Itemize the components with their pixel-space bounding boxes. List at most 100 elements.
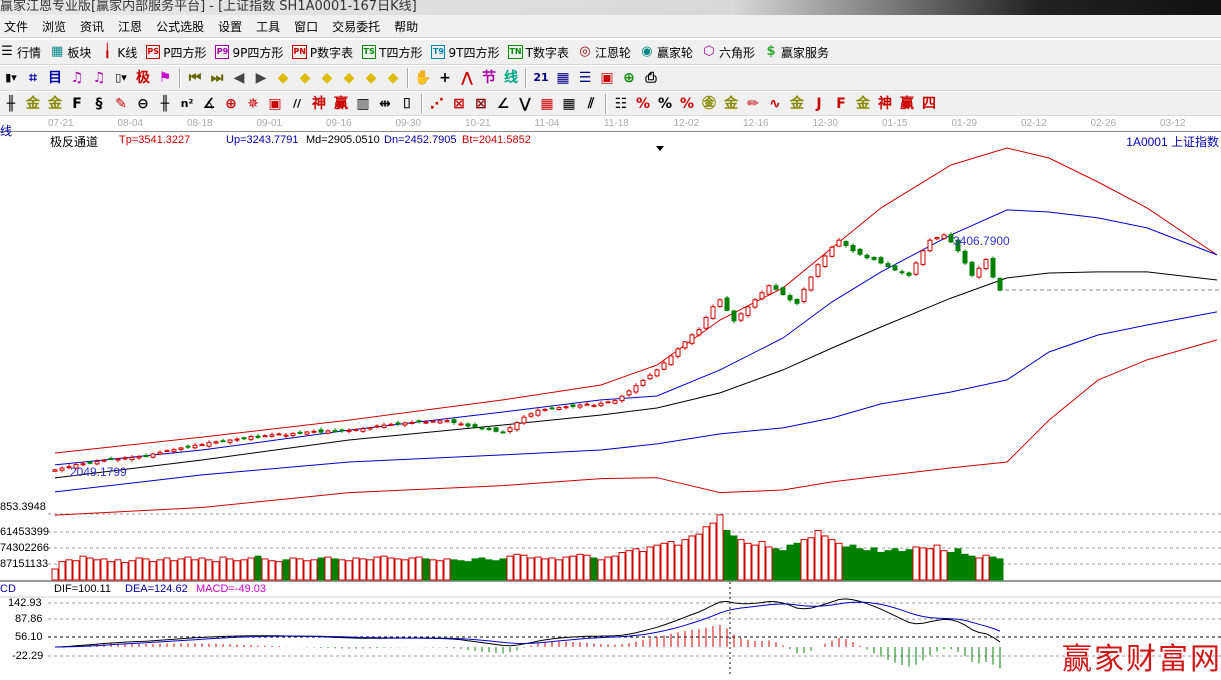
toolbar-button[interactable]: ╽ K线 (100, 44, 137, 61)
box-icon[interactable]: ▣ (268, 95, 282, 112)
toolbar-button[interactable]: PN P数字表 (292, 44, 353, 61)
gold-a-icon[interactable]: 金 (26, 95, 40, 112)
hand-icon[interactable]: ✋ (414, 70, 432, 86)
first-icon[interactable]: ⏮ (188, 70, 202, 86)
gann-box-icon[interactable]: ⊠ (453, 95, 465, 112)
chart-area[interactable]: 线 极反通道 Tp=3541.3227 Up=3243.7791 Md=2905… (0, 124, 1221, 677)
menu-item[interactable]: 窗口 (294, 19, 319, 34)
save-icon[interactable]: ▣ (600, 70, 614, 86)
menu-item[interactable]: 设置 (218, 19, 243, 34)
table-icon[interactable]: ☷ (614, 95, 628, 112)
right-icon[interactable]: ◆ (299, 70, 311, 86)
kline-chart[interactable] (0, 132, 1221, 677)
notepad-icon[interactable]: ☰ (578, 70, 592, 86)
volume-bar (667, 540, 675, 581)
grid-icon[interactable]: ⌗ (29, 70, 37, 86)
pen-icon[interactable]: ✎ (115, 95, 127, 112)
cycle-icon[interactable]: ╫ (160, 95, 170, 112)
menu-item[interactable]: 江恩 (118, 19, 143, 34)
crosshair-icon[interactable]: + (439, 70, 451, 86)
pencil-line-icon[interactable]: ✏ (747, 95, 759, 112)
document-icon[interactable]: 目 (48, 70, 62, 86)
volume-bar (534, 556, 542, 581)
j-angle-icon[interactable]: J (816, 95, 822, 112)
indicator-tp: Tp=3541.3227 (119, 134, 191, 146)
wave-icon[interactable]: ∿ (769, 95, 781, 112)
gold-angle-icon[interactable]: 金 (856, 95, 870, 112)
grid-lines-icon[interactable]: ╫ (6, 95, 16, 112)
toolbar-button[interactable]: P9 9P四方形 (215, 44, 283, 61)
line-tool-icon[interactable]: ⋀ (461, 70, 473, 86)
gold-b-icon[interactable]: 金 (48, 95, 62, 112)
menu-item[interactable]: 公式选股 (156, 19, 205, 34)
gold-line-icon[interactable]: 金 (724, 95, 738, 112)
toolbar-button[interactable]: ◎ 江恩轮 (578, 44, 631, 61)
candle (528, 413, 534, 417)
matrix-icon[interactable]: ▦ (562, 95, 576, 112)
gold-circle-icon[interactable]: ㊎ (702, 95, 716, 112)
square-grid-icon[interactable]: ▦ (540, 95, 554, 112)
section-icon[interactable]: 节 (482, 70, 496, 86)
ruler-icon[interactable]: ▥ (356, 95, 370, 112)
toolbar-button[interactable]: ▦ 板块 (50, 44, 91, 61)
fan-icon[interactable]: ⋰ (430, 95, 444, 112)
win-icon[interactable]: 赢 (334, 95, 348, 112)
span-icon[interactable]: ⇹ (379, 95, 391, 112)
bar-dropdown-icon[interactable]: ▮▾ (5, 71, 17, 84)
toolbar-button[interactable]: PS P四方形 (146, 44, 206, 61)
parallel-icon[interactable]: // (292, 96, 302, 110)
f-angle-icon[interactable]: F (836, 95, 846, 112)
calculator-icon[interactable]: ▦ (556, 70, 570, 86)
angle-line-icon[interactable]: ∠ (496, 95, 510, 112)
spiral-icon[interactable]: § (95, 95, 103, 112)
next-icon[interactable]: ▶ (255, 70, 267, 86)
chart9-icon[interactable]: ♫ (92, 70, 106, 86)
frame-icon[interactable]: ⌷ (402, 95, 412, 112)
circle-icon[interactable]: ⊖ (137, 95, 149, 112)
hatch-icon[interactable]: ⫽ (587, 95, 595, 112)
menu-item[interactable]: 浏览 (42, 19, 67, 34)
toolbar-button[interactable]: TN T数字表 (508, 44, 569, 61)
flag-icon[interactable]: ⚑ (158, 70, 172, 86)
radar-icon[interactable]: ✵ (247, 95, 259, 112)
menu-item[interactable]: 资讯 (80, 19, 105, 34)
zigzag-icon[interactable]: ⋁ (519, 95, 531, 112)
chart3-icon[interactable]: ♫ (70, 70, 84, 86)
target-icon[interactable]: ⊕ (225, 95, 237, 112)
menu-item[interactable]: 帮助 (394, 19, 419, 34)
zoom-in-icon[interactable]: ◆ (365, 70, 377, 86)
toolbar-button[interactable]: ⬡ 六角形 (702, 44, 755, 61)
fib-icon[interactable]: F (72, 95, 82, 112)
last-icon[interactable]: ⏭ (210, 70, 224, 86)
percent-line-icon[interactable]: % (635, 95, 651, 112)
angle-icon[interactable]: ∡ (202, 95, 216, 112)
candle-dropdown-icon[interactable]: ▯▾ (115, 71, 127, 84)
money-icon[interactable]: 线 (504, 70, 518, 86)
toolbar-button[interactable]: $ 赢家服务 (764, 44, 829, 61)
gann-fan-icon[interactable]: ⊠ (475, 95, 487, 112)
left-icon[interactable]: ◆ (277, 70, 289, 86)
zoom-out-icon[interactable]: ◆ (387, 70, 399, 86)
square-n-icon[interactable]: n² (180, 96, 194, 110)
god-angle-icon[interactable]: 神 (878, 95, 892, 112)
toolbar-button[interactable]: ☰ 行情 (0, 44, 41, 61)
toolbar-button[interactable]: TS T四方形 (362, 44, 422, 61)
percent-list-icon[interactable]: % (679, 95, 695, 112)
menu-item[interactable]: 交易委托 (332, 19, 381, 34)
four-angle-icon[interactable]: 四 (922, 95, 936, 112)
calendar-icon[interactable]: 21 (533, 71, 549, 84)
menu-item[interactable]: 工具 (256, 19, 281, 34)
prev-icon[interactable]: ◀ (233, 70, 245, 86)
win-angle-icon[interactable]: 赢 (900, 95, 914, 112)
toolbar-button[interactable]: ◉ 赢家轮 (640, 44, 693, 61)
percent-icon[interactable]: % (657, 95, 673, 112)
toolbar-button[interactable]: T9 9T四方形 (431, 44, 499, 61)
shrink-icon[interactable]: ◆ (343, 70, 355, 86)
god-icon[interactable]: 神 (312, 95, 326, 112)
expand-icon[interactable]: ◆ (321, 70, 333, 86)
menu-item[interactable]: 文件 (4, 19, 29, 34)
extreme-icon[interactable]: 极 (136, 70, 150, 86)
network-icon[interactable]: ⊕ (623, 70, 635, 86)
gold-bar-icon[interactable]: 金 (790, 95, 804, 112)
print-icon[interactable]: ⎙ (645, 70, 657, 86)
